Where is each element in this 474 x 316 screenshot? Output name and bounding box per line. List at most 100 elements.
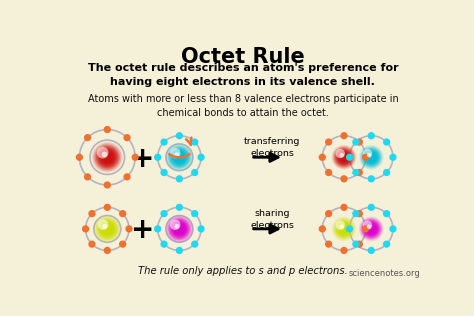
Circle shape — [342, 227, 346, 231]
Circle shape — [334, 147, 354, 167]
Circle shape — [365, 222, 378, 236]
Circle shape — [367, 153, 371, 157]
Circle shape — [341, 247, 347, 253]
Circle shape — [174, 152, 184, 162]
Circle shape — [192, 211, 198, 216]
Circle shape — [365, 223, 377, 234]
Circle shape — [161, 211, 167, 216]
Circle shape — [99, 149, 116, 166]
Text: transferring
electrons: transferring electrons — [244, 137, 301, 158]
Text: The octet rule describes an atom's preference for
having eight electrons in its : The octet rule describes an atom's prefe… — [88, 63, 398, 87]
Circle shape — [333, 146, 355, 168]
Circle shape — [341, 226, 347, 232]
Circle shape — [177, 226, 182, 231]
Circle shape — [198, 226, 204, 232]
Circle shape — [92, 142, 123, 173]
Circle shape — [168, 146, 191, 169]
Circle shape — [161, 139, 167, 145]
Circle shape — [363, 154, 369, 160]
Circle shape — [85, 135, 91, 141]
Circle shape — [364, 149, 379, 165]
Circle shape — [174, 224, 179, 229]
Circle shape — [106, 156, 109, 159]
Circle shape — [100, 150, 114, 164]
Circle shape — [177, 155, 182, 160]
Circle shape — [361, 147, 382, 167]
Circle shape — [367, 224, 376, 233]
Circle shape — [362, 148, 380, 166]
Circle shape — [361, 219, 382, 239]
Circle shape — [173, 151, 186, 164]
Circle shape — [359, 216, 383, 241]
Circle shape — [336, 149, 352, 165]
Circle shape — [343, 156, 345, 158]
Circle shape — [161, 170, 167, 175]
Circle shape — [97, 147, 109, 159]
Circle shape — [359, 145, 383, 170]
Circle shape — [368, 133, 374, 139]
Text: Octet Rule: Octet Rule — [181, 47, 305, 67]
Circle shape — [368, 204, 374, 210]
Circle shape — [336, 221, 345, 230]
Circle shape — [104, 182, 110, 188]
Circle shape — [101, 152, 113, 163]
Circle shape — [192, 241, 198, 247]
Circle shape — [106, 228, 109, 230]
Circle shape — [120, 241, 126, 247]
Circle shape — [95, 145, 120, 170]
Circle shape — [368, 226, 374, 232]
Circle shape — [103, 153, 111, 161]
Circle shape — [124, 174, 130, 180]
Circle shape — [356, 241, 362, 247]
Circle shape — [326, 139, 332, 145]
Circle shape — [383, 170, 390, 175]
Circle shape — [360, 146, 383, 168]
Circle shape — [124, 135, 130, 141]
Text: +: + — [131, 145, 155, 173]
Circle shape — [104, 247, 110, 253]
Circle shape — [93, 143, 121, 171]
Circle shape — [174, 224, 184, 234]
Circle shape — [390, 226, 396, 232]
Circle shape — [369, 227, 374, 231]
Circle shape — [383, 211, 390, 216]
Circle shape — [170, 148, 181, 158]
Text: sharing
electrons: sharing electrons — [250, 209, 294, 230]
Circle shape — [365, 150, 378, 164]
Circle shape — [365, 152, 377, 163]
Circle shape — [169, 219, 190, 239]
Circle shape — [332, 216, 356, 241]
Circle shape — [368, 154, 374, 161]
Circle shape — [367, 224, 371, 229]
Circle shape — [89, 241, 95, 247]
Circle shape — [368, 176, 374, 182]
Circle shape — [93, 215, 121, 243]
Circle shape — [155, 226, 161, 232]
Circle shape — [342, 155, 346, 160]
Circle shape — [104, 204, 110, 210]
Text: +: + — [131, 216, 155, 244]
Circle shape — [101, 222, 114, 235]
Circle shape — [341, 133, 347, 139]
Circle shape — [192, 139, 198, 145]
Circle shape — [343, 228, 345, 230]
Circle shape — [155, 154, 161, 160]
Circle shape — [383, 139, 390, 145]
Circle shape — [104, 155, 110, 160]
Circle shape — [337, 150, 351, 164]
Circle shape — [339, 224, 344, 229]
Circle shape — [126, 226, 132, 232]
Circle shape — [360, 218, 383, 240]
Circle shape — [172, 150, 187, 165]
Circle shape — [341, 154, 347, 161]
Circle shape — [334, 219, 354, 239]
Circle shape — [341, 176, 347, 182]
Circle shape — [103, 225, 111, 233]
Circle shape — [171, 149, 188, 166]
Circle shape — [176, 176, 182, 182]
Circle shape — [161, 241, 167, 247]
Circle shape — [338, 152, 350, 163]
Circle shape — [97, 219, 118, 239]
Circle shape — [169, 147, 190, 167]
Circle shape — [192, 170, 198, 175]
